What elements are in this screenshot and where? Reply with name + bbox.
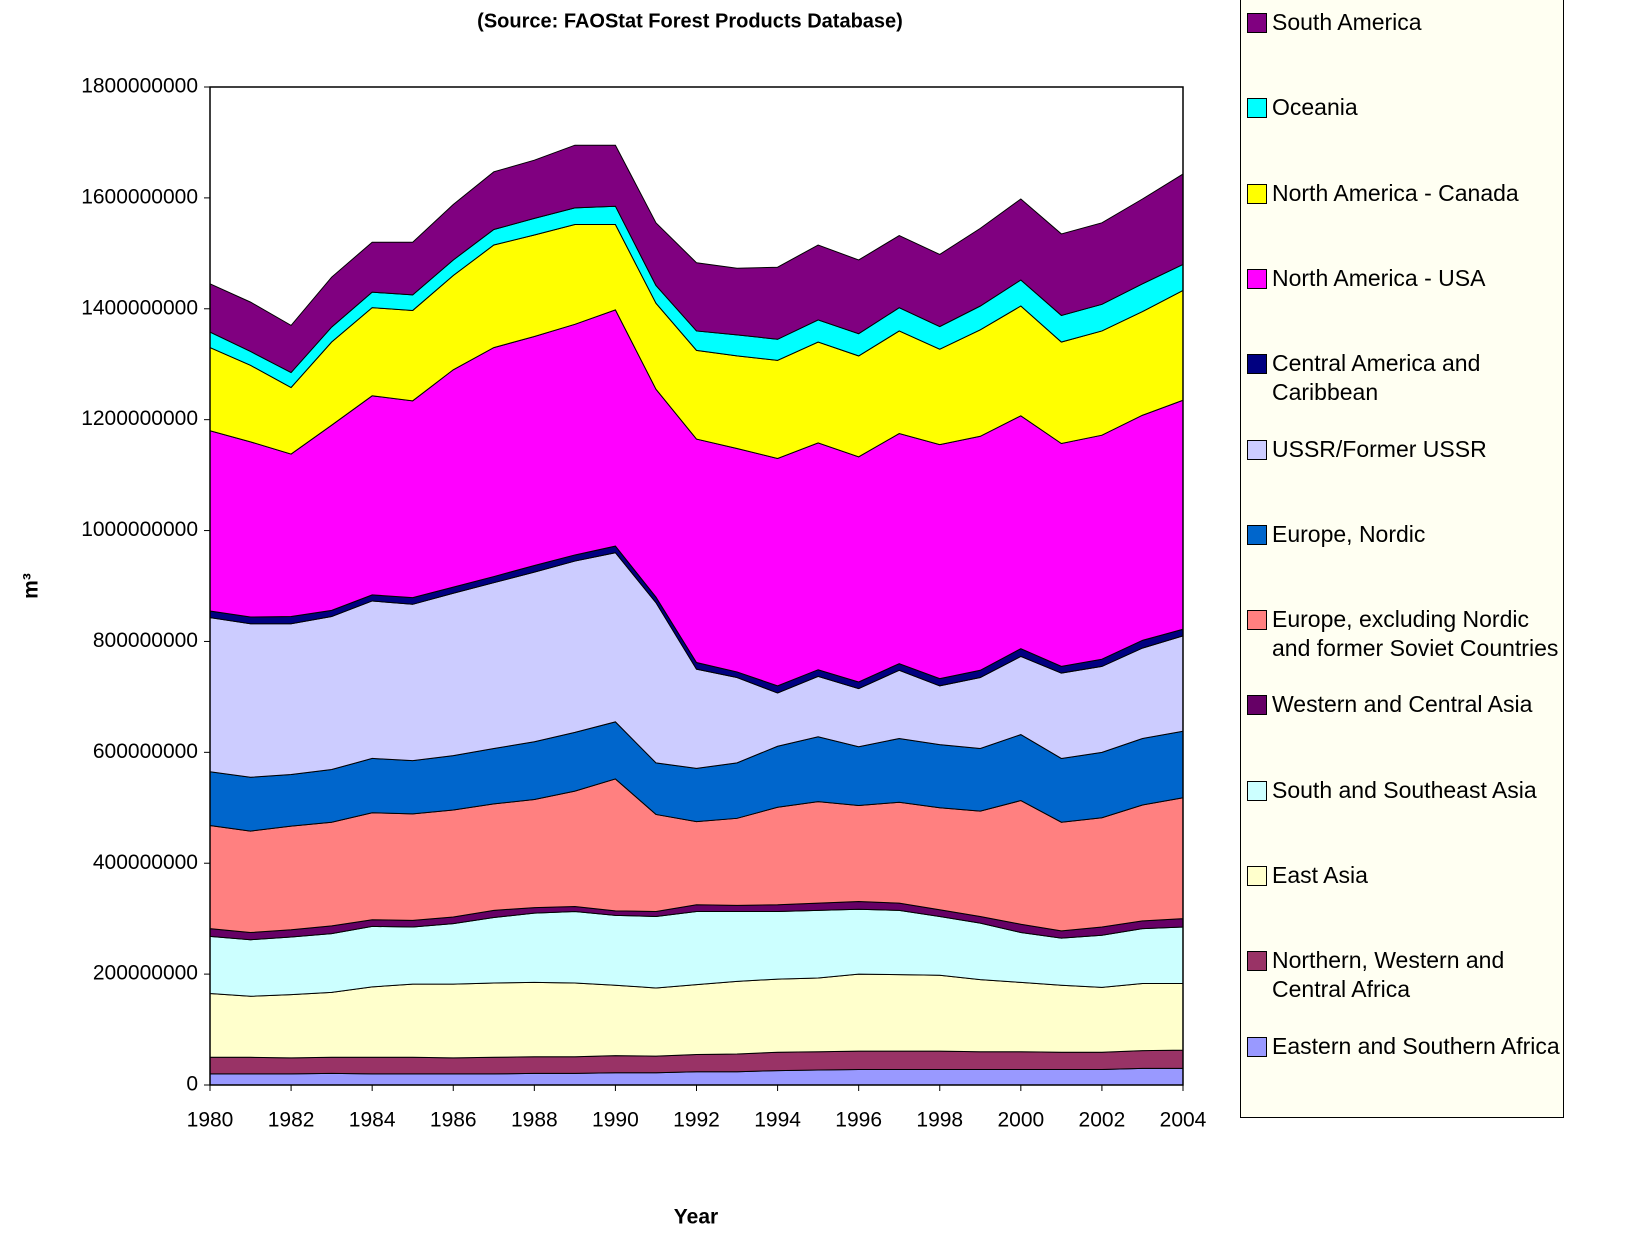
legend-item: Eastern and Southern Africa	[1247, 1032, 1563, 1061]
legend-label: Europe, excluding Nordic and former Sovi…	[1272, 606, 1559, 662]
x-tick-label: 1990	[592, 1109, 639, 1132]
legend-label: Central America and Caribbean	[1272, 350, 1481, 406]
y-tick-label: 1800000000	[81, 75, 198, 98]
legend: South America Oceania North America - Cana…	[1240, 0, 1564, 1118]
legend-label: Western and Central Asia	[1272, 691, 1533, 718]
legend-label: North America - Canada	[1272, 179, 1519, 206]
x-tick-label: 1982	[268, 1109, 315, 1132]
x-axis-label: Year	[674, 1206, 718, 1229]
legend-swatch	[1247, 268, 1267, 289]
legend-swatch	[1247, 354, 1267, 375]
x-tick-label: 2004	[1160, 1109, 1207, 1132]
legend-label: Northern, Western and Central Africa	[1272, 947, 1505, 1003]
x-tick-label: 1984	[349, 1109, 396, 1132]
x-tick-label: 1996	[835, 1109, 882, 1132]
x-tick-label: 2002	[1079, 1109, 1126, 1132]
legend-swatch	[1247, 13, 1267, 33]
legend-item: Oceania	[1247, 93, 1563, 122]
legend-swatch	[1247, 610, 1267, 631]
legend-item: South and Southeast Asia	[1247, 776, 1563, 805]
y-tick-label: 0	[186, 1073, 198, 1096]
legend-swatch	[1247, 780, 1267, 801]
legend-item: Central America and Caribbean	[1247, 349, 1563, 407]
legend-swatch	[1247, 524, 1267, 545]
legend-item: Europe, Nordic	[1247, 520, 1563, 549]
legend-item: Western and Central Asia	[1247, 690, 1563, 719]
legend-label: Eastern and Southern Africa	[1272, 1032, 1560, 1059]
legend-item: South America	[1247, 8, 1563, 37]
x-tick-label: 1998	[916, 1109, 963, 1132]
legend-label: Oceania	[1272, 94, 1358, 121]
y-tick-label: 1200000000	[81, 407, 198, 430]
legend-label: North America - USA	[1272, 264, 1486, 291]
legend-item: North America - Canada	[1247, 179, 1563, 208]
legend-label: South and Southeast Asia	[1272, 776, 1537, 803]
y-tick-label: 400000000	[93, 851, 198, 874]
y-tick-label: 800000000	[93, 629, 198, 652]
legend-item: Northern, Western and Central Africa	[1247, 946, 1563, 1004]
legend-item: North America - USA	[1247, 264, 1563, 293]
x-tick-label: 1994	[754, 1109, 801, 1132]
legend-label: Europe, Nordic	[1272, 520, 1426, 547]
y-tick-label: 600000000	[93, 740, 198, 763]
legend-item: Europe, excluding Nordic and former Sovi…	[1247, 605, 1563, 663]
legend-swatch	[1247, 98, 1267, 119]
legend-swatch	[1247, 951, 1267, 972]
y-tick-label: 1000000000	[81, 518, 198, 541]
legend-label: USSR/Former USSR	[1272, 435, 1487, 462]
legend-swatch	[1247, 1036, 1267, 1057]
x-tick-label: 2000	[997, 1109, 1044, 1132]
legend-swatch	[1247, 183, 1267, 204]
chart: (Source: FAOStat Forest Products Databas…	[20, 10, 1207, 1229]
x-tick-label: 1986	[430, 1109, 477, 1132]
legend-item: East Asia	[1247, 861, 1563, 890]
x-tick-label: 1992	[673, 1109, 720, 1132]
y-axis-label: m³	[20, 573, 43, 599]
legend-item: USSR/Former USSR	[1247, 435, 1563, 464]
y-tick-label: 200000000	[93, 962, 198, 985]
chart-title: (Source: FAOStat Forest Products Databas…	[477, 10, 903, 32]
x-tick-label: 1988	[511, 1109, 558, 1132]
legend-swatch	[1247, 866, 1267, 886]
legend-swatch	[1247, 695, 1267, 716]
legend-label: South America	[1272, 9, 1422, 35]
y-tick-label: 1600000000	[81, 185, 198, 208]
y-tick-label: 1400000000	[81, 296, 198, 319]
legend-label: East Asia	[1272, 862, 1368, 888]
legend-swatch	[1247, 439, 1267, 460]
x-tick-label: 1980	[187, 1109, 234, 1132]
